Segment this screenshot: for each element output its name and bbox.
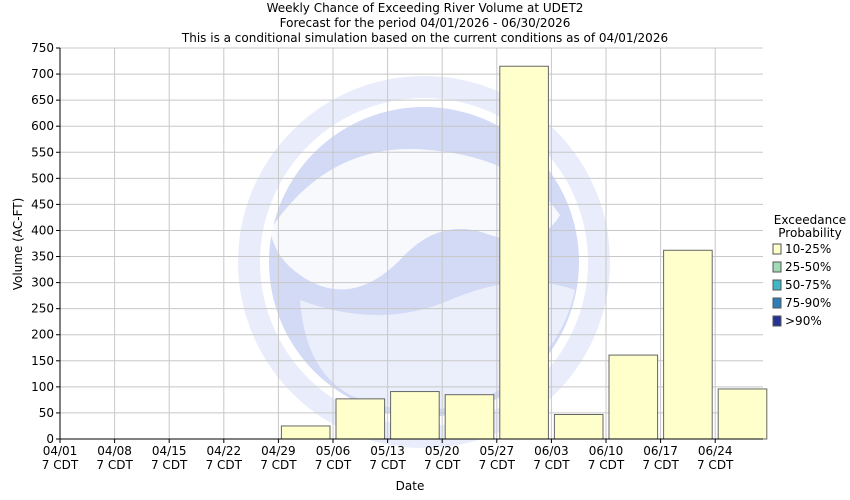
x-tick-time: 7 CDT — [315, 458, 352, 472]
chart-title: Weekly Chance of Exceeding River Volume … — [181, 1, 668, 45]
title-line-1: Weekly Chance of Exceeding River Volume … — [267, 1, 584, 15]
legend-title: Probability — [778, 226, 841, 240]
legend-title: Exceedance — [774, 213, 846, 227]
y-tick-label: 450 — [31, 197, 54, 211]
bar-06-17 — [663, 249, 713, 440]
x-tick-time: 7 CDT — [424, 458, 461, 472]
x-tick-date: 06/17 — [643, 444, 678, 458]
bar-05-20 — [444, 394, 495, 440]
bar-04-29 — [280, 425, 331, 440]
x-tick-time: 7 CDT — [151, 458, 188, 472]
legend-label: 25-50% — [785, 260, 831, 274]
y-tick-label: 400 — [31, 223, 54, 237]
x-tick-date: 05/06 — [316, 444, 351, 458]
bar-05-06 — [335, 398, 386, 440]
title-line-2: Forecast for the period 04/01/2026 - 06/… — [280, 16, 571, 30]
bar-05-13 — [390, 391, 440, 440]
legend-swatch — [772, 261, 782, 273]
x-tick-date: 04/22 — [207, 444, 242, 458]
legend-label: 75-90% — [785, 296, 831, 310]
x-tick-time: 7 CDT — [533, 458, 570, 472]
x-tick-time: 7 CDT — [260, 458, 297, 472]
legend-swatch — [772, 315, 782, 327]
legend-label: >90% — [785, 314, 822, 328]
x-axis-label: Date — [396, 479, 425, 493]
legend-label: 10-25% — [785, 242, 831, 256]
x-tick-time: 7 CDT — [369, 458, 406, 472]
y-tick-label: 200 — [31, 328, 54, 342]
legend-label: 50-75% — [785, 278, 831, 292]
x-tick-time: 7 CDT — [642, 458, 679, 472]
bar-06-24 — [717, 388, 768, 440]
y-tick-labels: 0 50 100 150 200 250 300 350 400 450 500 550 600 650 7… — [31, 41, 60, 446]
y-tick-label: 350 — [31, 250, 54, 264]
x-tick-date: 04/15 — [152, 444, 187, 458]
x-tick-time: 7 CDT — [697, 458, 734, 472]
title-line-3: This is a conditional simulation based o… — [181, 31, 668, 45]
gridlines — [59, 47, 763, 440]
y-tick-label: 750 — [31, 41, 54, 55]
x-tick-time: 7 CDT — [588, 458, 625, 472]
x-tick-time: 7 CDT — [479, 458, 516, 472]
y-tick-label: 500 — [31, 171, 54, 185]
x-tick-date: 05/27 — [480, 444, 515, 458]
y-axis-label: Volume (AC-FT) — [11, 198, 25, 291]
bar-05-27 — [499, 65, 549, 440]
bar-06-03 — [553, 413, 604, 440]
x-tick-date: 04/01 — [43, 444, 78, 458]
x-tick-date: 05/20 — [425, 444, 460, 458]
y-tick-label: 700 — [31, 67, 54, 81]
x-tick-date: 06/03 — [534, 444, 569, 458]
x-tick-date: 06/10 — [589, 444, 624, 458]
y-tick-label: 50 — [39, 406, 54, 420]
y-tick-label: 300 — [31, 276, 54, 290]
y-tick-label: 650 — [31, 93, 54, 107]
x-tick-time: 7 CDT — [96, 458, 133, 472]
legend-swatch — [772, 279, 782, 291]
y-tick-label: 0 — [46, 432, 54, 446]
x-tick-date: 04/08 — [97, 444, 132, 458]
x-tick-date: 06/24 — [698, 444, 733, 458]
y-tick-label: 250 — [31, 302, 54, 316]
bars — [280, 65, 768, 440]
legend-swatch — [772, 297, 782, 309]
x-tick-time: 7 CDT — [206, 458, 243, 472]
y-tick-label: 150 — [31, 354, 54, 368]
axes — [59, 48, 763, 440]
legend-swatch — [772, 243, 782, 255]
y-tick-label: 100 — [31, 380, 54, 394]
x-tick-time: 7 CDT — [42, 458, 79, 472]
bar-06-10 — [608, 354, 659, 440]
y-tick-label: 600 — [31, 119, 54, 133]
y-tick-label: 550 — [31, 145, 54, 159]
x-tick-date: 04/29 — [261, 444, 296, 458]
x-tick-date: 05/13 — [370, 444, 405, 458]
